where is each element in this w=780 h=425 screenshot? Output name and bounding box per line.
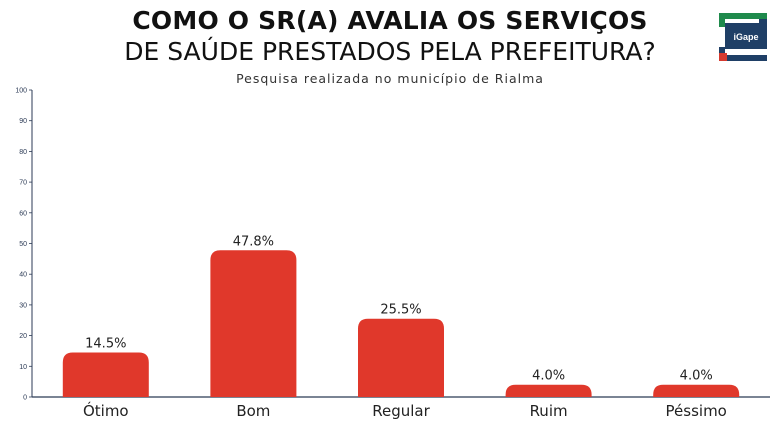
y-tick-label: 20 (19, 333, 27, 340)
chart-bars (62, 250, 740, 397)
data-label: 4.0% (680, 369, 713, 384)
bar-4 (505, 384, 592, 397)
data-label: 4.0% (532, 369, 565, 384)
x-tick-label: Ótimo (83, 401, 129, 420)
y-tick-label: 90 (19, 118, 27, 125)
logo-text: iGape (733, 32, 758, 42)
chart-labels: 14.5% Ótimo 47.8% Bom 25.5% Regular 4.0% Ruim 4.… (83, 234, 727, 420)
y-tick-label: 70 (19, 180, 27, 187)
chart-subtitle: Pesquisa realizada no município de Rialm… (236, 71, 544, 86)
y-tick-label: 80 (19, 149, 27, 156)
x-tick-label: Regular (372, 402, 430, 420)
x-tick-label: Ruim (530, 402, 568, 420)
bar-2 (210, 250, 297, 397)
bar-5 (653, 384, 740, 397)
chart-title-line-2: DE SAÚDE PRESTADOS PELA PREFEITURA? (124, 37, 656, 66)
data-label: 14.5% (85, 336, 126, 351)
data-label: 47.8% (233, 234, 274, 249)
bar-1 (62, 352, 149, 397)
chart-title-line-1: COMO O SR(A) AVALIA OS SERVIÇOS (132, 6, 648, 35)
x-tick-label: Péssimo (666, 402, 727, 420)
igape-logo-icon: iGape (719, 13, 767, 61)
y-tick-label: 40 (19, 272, 27, 279)
y-tick-label: 60 (19, 210, 27, 217)
x-tick-label: Bom (236, 402, 270, 420)
y-tick-label: 0 (23, 395, 27, 402)
bar-3 (358, 318, 444, 397)
y-tick-label: 10 (19, 364, 27, 371)
data-label: 25.5% (380, 303, 421, 318)
y-tick-label: 30 (19, 302, 27, 309)
y-tick-label: 50 (19, 241, 27, 248)
y-tick-label: 100 (15, 88, 27, 95)
